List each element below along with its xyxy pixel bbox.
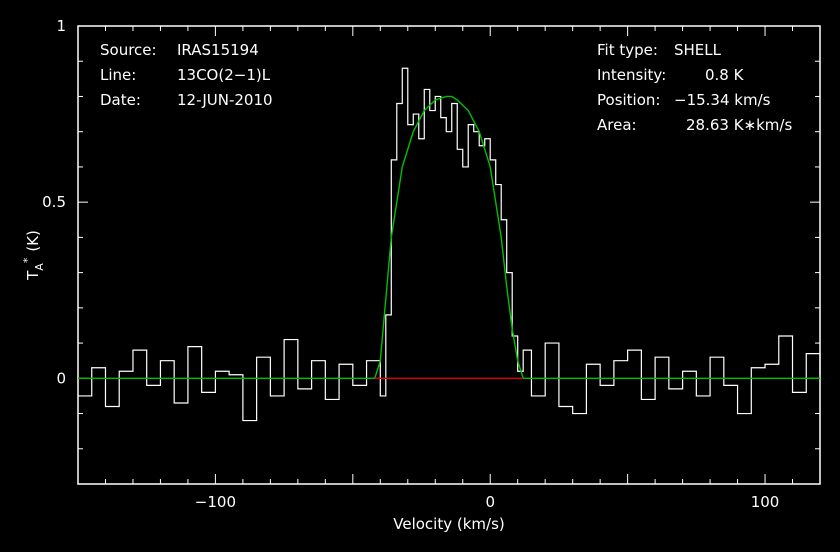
y-axis-label: TA* (K) <box>21 230 46 281</box>
fit-value: 0.8 K <box>705 66 745 84</box>
info-key: Date: <box>100 91 141 109</box>
fit-value: SHELL <box>674 41 722 59</box>
info-key: Source: <box>100 41 157 59</box>
info-key: Line: <box>100 66 136 84</box>
y-label-sub: A <box>33 263 46 271</box>
x-axis-label: Velocity (km/s) <box>393 515 504 533</box>
series-lines <box>78 67 821 422</box>
header-right-info: Fit type: SHELL Intensity: 0.8 K Position: −1… <box>597 41 792 134</box>
fit-key: Fit type: <box>597 41 658 59</box>
y-axis-label-text: TA* (K) <box>21 230 46 281</box>
y-tick-label: 1 <box>56 17 66 35</box>
x-tick-label: 0 <box>485 493 495 511</box>
spectrum-line <box>78 67 821 422</box>
header-left-info: Source: IRAS15194 Line: 13CO(2−1)L Date: 12-J… <box>100 41 273 109</box>
x-tick-label: −100 <box>195 493 236 511</box>
fit-key: Area: <box>597 116 637 134</box>
x-tick-label: 100 <box>751 493 780 511</box>
axis-ticks <box>77 25 821 485</box>
y-tick-label: 0 <box>56 369 66 387</box>
fit-value: −15.34 km/s <box>674 91 771 109</box>
info-value: 13CO(2−1)L <box>177 66 271 84</box>
y-label-sup: * <box>21 257 34 263</box>
fit-key: Intensity: <box>597 66 666 84</box>
y-label-main: T <box>24 270 42 281</box>
y-tick-label: 0.5 <box>42 193 66 211</box>
fit-line <box>78 95 820 380</box>
fit-value: 28.63 K∗km/s <box>686 116 792 134</box>
info-value: IRAS15194 <box>177 41 259 59</box>
plot-frame <box>77 25 821 485</box>
fit-key: Position: <box>597 91 660 109</box>
axis-tick-labels: −100 0 100 0 0.5 1 <box>42 17 779 511</box>
info-value: 12-JUN-2010 <box>177 91 273 109</box>
y-label-unit: (K) <box>24 230 42 252</box>
